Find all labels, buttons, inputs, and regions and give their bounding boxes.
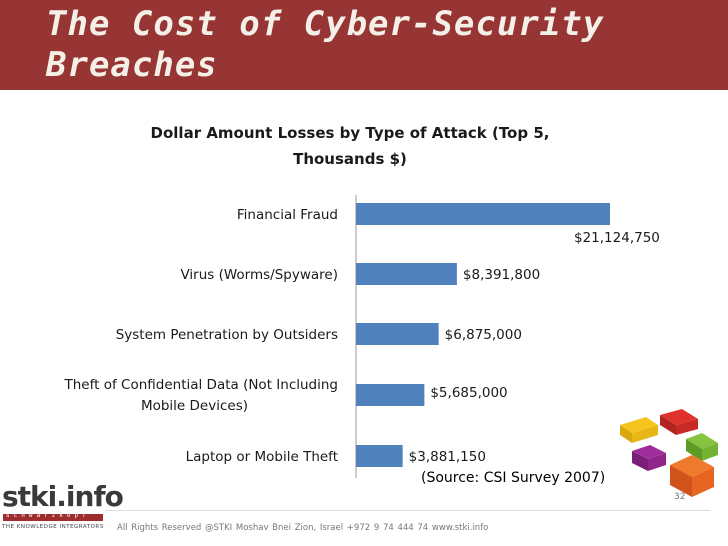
bar-4 [356, 384, 425, 406]
source-note: (Source: CSI Survey 2007) [421, 470, 606, 486]
yellow-block [620, 417, 658, 443]
category-label: Financial Fraud [237, 207, 338, 223]
bar-chart: Financial Fraud $21,124,750 Virus (Worms/S… [64, 195, 660, 478]
data-label: $8,391,800 [463, 267, 540, 283]
data-label: $21,124,750 [574, 230, 660, 246]
logo-name: stki.info [2, 480, 124, 513]
stki-logo: stki.info schwarzkopf THE KNOWLEDGE INTE… [0, 480, 124, 546]
data-label: $3,881,150 [409, 449, 486, 465]
category-label: System Penetration by Outsiders [116, 327, 338, 343]
bar-3 [356, 323, 439, 345]
logo-tagline: THE KNOWLEDGE INTEGRATORS [2, 524, 104, 530]
chart-title: Dollar Amount Losses by Type of Attack (… [150, 124, 550, 168]
category-label: Virus (Worms/Spyware) [180, 267, 338, 283]
green-block [686, 433, 718, 461]
footer-text: All Rights Reserved @STKI Moshav Bnei Zi… [117, 523, 489, 533]
logo-strip [3, 514, 103, 521]
page-number: 32 [674, 492, 686, 502]
lego-blocks-image [620, 409, 718, 497]
bar-2 [356, 263, 457, 285]
footer-divider [105, 510, 710, 511]
slide-header: The Cost of Cyber-Security Breaches [0, 0, 728, 90]
slide-title: The Cost of Cyber-Security Breaches [46, 4, 605, 85]
category-label: Theft of Confidential Data (Not Includin… [64, 377, 339, 414]
data-label: $5,685,000 [430, 385, 507, 401]
orange-block [670, 455, 714, 497]
bars-group: Financial Fraud $21,124,750 Virus (Worms/S… [64, 203, 660, 467]
bar-5 [356, 445, 403, 467]
logo-strip-text: schwarzkopf [6, 512, 90, 519]
red-block-top [660, 409, 698, 435]
data-label: $6,875,000 [445, 327, 522, 343]
bar-1 [356, 203, 610, 225]
category-label: Laptop or Mobile Theft [186, 449, 338, 465]
purple-block [632, 445, 666, 471]
